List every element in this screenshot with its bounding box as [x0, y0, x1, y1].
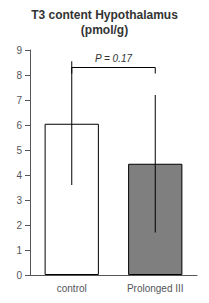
svg-text:(pmol/g): (pmol/g) — [81, 23, 128, 37]
svg-text:1: 1 — [16, 245, 22, 256]
svg-text:8: 8 — [16, 70, 22, 81]
svg-text:6: 6 — [16, 120, 22, 131]
svg-text:4: 4 — [16, 170, 22, 181]
svg-text:control: control — [57, 283, 87, 294]
svg-text:Prolonged III: Prolonged III — [127, 283, 184, 294]
svg-text:T3 content Hypothalamus: T3 content Hypothalamus — [31, 8, 178, 22]
svg-text:5: 5 — [16, 145, 22, 156]
svg-text:2: 2 — [16, 220, 22, 231]
svg-text:9: 9 — [16, 45, 22, 56]
svg-text:0: 0 — [16, 270, 22, 281]
svg-text:7: 7 — [16, 95, 22, 106]
svg-text:P = 0.17: P = 0.17 — [95, 53, 133, 64]
svg-text:3: 3 — [16, 195, 22, 206]
